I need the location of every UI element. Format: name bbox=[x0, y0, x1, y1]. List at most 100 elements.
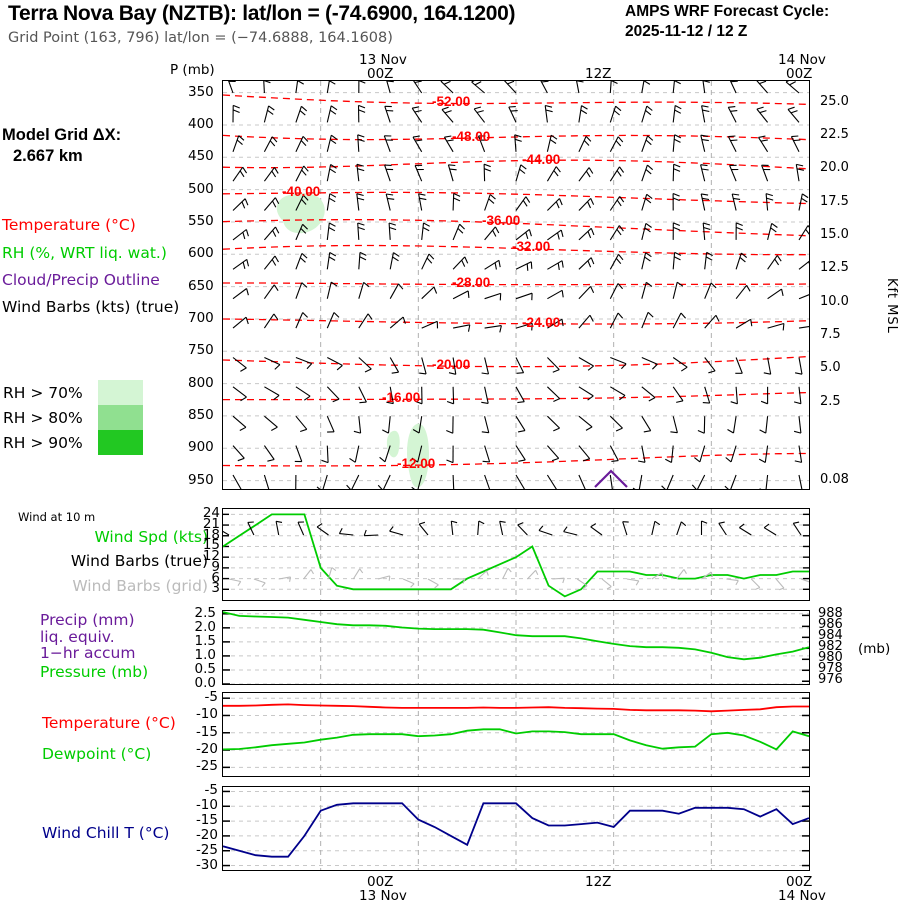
legend-dewpoint: Dewpoint (°C) bbox=[42, 745, 151, 763]
height-tick-9: 2.5 bbox=[820, 394, 841, 409]
height-tick-1: 22.5 bbox=[820, 127, 849, 142]
legend-wind-speed: Wind Spd (kts) bbox=[38, 528, 208, 546]
temp-tick--15: -15 bbox=[188, 724, 218, 740]
legend-rh-label: RH (%, WRT liq. wat.) bbox=[2, 244, 167, 262]
pressure-tick-750: 750 bbox=[188, 342, 214, 358]
rh-key-label-70: RH > 70% bbox=[0, 384, 98, 402]
legend-temperature: Temperature (°C) bbox=[2, 216, 136, 234]
legend-windbarbs: Wind Barbs (kts) (true) bbox=[2, 298, 179, 316]
height-tick-3: 17.5 bbox=[820, 194, 849, 209]
forecast-cycle-value: 2025-11-12 / 12 Z bbox=[625, 22, 829, 42]
precip-pressure-panel[interactable] bbox=[222, 610, 810, 685]
temp-contour-label--20.00: -20.00 bbox=[432, 357, 470, 372]
legend-cloud: Cloud/Precip Outline bbox=[2, 271, 160, 289]
legend-precip-line3: 1−hr accum bbox=[40, 645, 208, 662]
legend-wind-barbs-true: Wind Barbs (true) bbox=[18, 552, 208, 570]
temperature-dewpoint-panel[interactable] bbox=[222, 692, 810, 777]
rh-key-label-80: RH > 80% bbox=[0, 409, 98, 427]
grid-point-subtitle: Grid Point (163, 796) lat/lon = (−74.688… bbox=[8, 30, 393, 46]
chill-tick--25: -25 bbox=[188, 842, 218, 858]
chill-tick--15: -15 bbox=[188, 812, 218, 828]
height-axis-unit: Kft MSL bbox=[884, 278, 899, 334]
temp-tick--10: -10 bbox=[188, 706, 218, 722]
forecast-cycle: AMPS WRF Forecast Cycle: 2025-11-12 / 12… bbox=[625, 2, 829, 42]
bottom-time-hour-1: 12Z bbox=[585, 874, 611, 890]
rh-key-row: RH > 80% bbox=[0, 405, 143, 430]
chill-tick--10: -10 bbox=[188, 797, 218, 813]
rh-key-swatch-70 bbox=[98, 380, 143, 405]
page-title: Terra Nova Bay (NZTB): lat/lon = (-74.69… bbox=[8, 2, 515, 26]
legend-precip: Precip (mm) liq. equiv. 1−hr accum bbox=[40, 612, 208, 662]
pressure-right-axis-unit: (mb) bbox=[858, 641, 890, 657]
temp-contour-label--16.00: -16.00 bbox=[382, 390, 420, 405]
temp-tick--20: -20 bbox=[188, 741, 218, 757]
pressure-tick-550: 550 bbox=[188, 213, 214, 229]
top-time-hour-0: 00Z bbox=[367, 66, 393, 82]
rh-key-row: RH > 90% bbox=[0, 430, 143, 455]
model-grid-title: Model Grid ΔX: bbox=[2, 125, 121, 146]
legend-windbarbs-label: Wind Barbs (kts) (true) bbox=[2, 298, 179, 316]
legend-windchill: Wind Chill T (°C) bbox=[42, 824, 169, 842]
wind-chill-panel[interactable] bbox=[222, 786, 810, 871]
pressure-tick-850: 850 bbox=[188, 407, 214, 423]
pressure-tick-400: 400 bbox=[188, 116, 214, 132]
legend-rh: RH (%, WRT liq. wat.) bbox=[2, 244, 167, 262]
pressure-right-tick-976: 976 bbox=[818, 672, 843, 687]
model-grid-value: 2.667 km bbox=[2, 146, 121, 167]
temp-contour-label--32.00: -32.00 bbox=[512, 239, 550, 254]
pressure-tick-650: 650 bbox=[188, 278, 214, 294]
temp-contour-label--48.00: -48.00 bbox=[452, 129, 490, 144]
pressure-tick-950: 950 bbox=[188, 472, 214, 488]
temp-contour-label--24.00: -24.00 bbox=[522, 315, 560, 330]
top-time-hour-2: 00Z bbox=[786, 66, 812, 82]
temp-tick--5: -5 bbox=[188, 689, 218, 705]
legend-precip-line2: liq. equiv. bbox=[40, 629, 208, 646]
rh-shading-key: RH > 70% RH > 80% RH > 90% bbox=[0, 380, 143, 455]
bottom-time-day-0: 13 Nov bbox=[359, 888, 407, 904]
temp-contour-label--36.00: -36.00 bbox=[482, 213, 520, 228]
rh-key-label-90: RH > 90% bbox=[0, 434, 98, 452]
temp-tick--25: -25 bbox=[188, 758, 218, 774]
pressure-tick-900: 900 bbox=[188, 439, 214, 455]
pressure-tick-700: 700 bbox=[188, 310, 214, 326]
temp-contour-label--40.00: -40.00 bbox=[282, 184, 320, 199]
legend-precip-line1: Precip (mm) bbox=[40, 612, 208, 629]
temp-contour-label--52.00: -52.00 bbox=[432, 94, 470, 109]
legend-temperature-panel: Temperature (°C) bbox=[42, 714, 176, 732]
pressure-tick-600: 600 bbox=[188, 245, 214, 261]
legend-wind-barbs-grid: Wind Barbs (grid) bbox=[18, 577, 208, 595]
height-tick-6: 10.0 bbox=[820, 294, 849, 309]
forecast-cycle-label: AMPS WRF Forecast Cycle: bbox=[625, 2, 829, 22]
height-tick-4: 15.0 bbox=[820, 227, 849, 242]
chill-tick--30: -30 bbox=[188, 857, 218, 873]
wind-at-10m-label: Wind at 10 m bbox=[18, 510, 95, 524]
pressure-axis-unit: P (mb) bbox=[170, 62, 215, 78]
top-time-hour-1: 12Z bbox=[585, 66, 611, 82]
height-tick-2: 20.0 bbox=[820, 160, 849, 175]
chill-tick--20: -20 bbox=[188, 827, 218, 843]
model-grid-info: Model Grid ΔX: 2.667 km bbox=[2, 125, 121, 167]
temp-contour-label--44.00: -44.00 bbox=[522, 152, 560, 167]
wind-tick-3: 3 bbox=[198, 580, 220, 596]
rh-key-swatch-90 bbox=[98, 430, 143, 455]
wind-speed-panel[interactable] bbox=[222, 508, 810, 601]
chill-tick--5: -5 bbox=[188, 782, 218, 798]
pressure-tick-500: 500 bbox=[188, 181, 214, 197]
height-tick-0: 25.0 bbox=[820, 94, 849, 109]
legend-temperature-label: Temperature (°C) bbox=[2, 216, 136, 234]
height-tick-7: 7.5 bbox=[820, 327, 841, 342]
height-tick-5: 12.5 bbox=[820, 260, 849, 275]
pressure-tick-800: 800 bbox=[188, 375, 214, 391]
height-tick-10: 0.08 bbox=[820, 472, 849, 487]
time-height-cross-section-panel[interactable] bbox=[222, 80, 810, 490]
bottom-time-day-2: 14 Nov bbox=[778, 888, 826, 904]
temp-contour-label--28.00: -28.00 bbox=[452, 275, 490, 290]
pressure-tick-450: 450 bbox=[188, 148, 214, 164]
rh-key-swatch-80 bbox=[98, 405, 143, 430]
legend-pressure: Pressure (mb) bbox=[40, 663, 148, 681]
rh-key-row: RH > 70% bbox=[0, 380, 143, 405]
height-tick-8: 5.0 bbox=[820, 360, 841, 375]
pressure-tick-350: 350 bbox=[188, 84, 214, 100]
temp-contour-label--12.00: -12.00 bbox=[397, 456, 435, 471]
legend-cloud-label: Cloud/Precip Outline bbox=[2, 271, 160, 289]
